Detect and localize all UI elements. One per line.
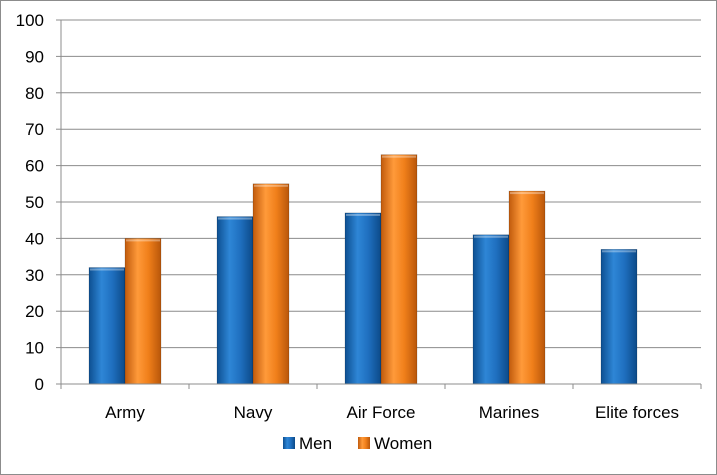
legend: Men Women — [283, 434, 432, 453]
bar-men-navy — [216, 216, 254, 385]
bar-men-air-force — [344, 212, 382, 385]
bar-women-army — [124, 238, 162, 385]
bars — [88, 154, 638, 385]
bar-highlight — [602, 250, 636, 253]
bar-highlight — [254, 184, 288, 187]
bar-women-marines — [508, 190, 546, 385]
legend-label-women: Women — [374, 434, 432, 453]
y-tick-label: 80 — [25, 84, 44, 103]
bar-highlight — [346, 213, 380, 216]
bar-highlight — [474, 235, 508, 238]
x-category-label: Navy — [234, 403, 273, 422]
legend-swatch-men — [283, 437, 295, 449]
y-tick-label: 90 — [25, 47, 44, 66]
bar-highlight — [90, 268, 124, 271]
x-category-label: Air Force — [347, 403, 416, 422]
bar-women-navy — [252, 183, 290, 385]
x-category-label: Elite forces — [595, 403, 679, 422]
bar-men-elite-forces — [600, 249, 638, 385]
y-tick-label: 60 — [25, 157, 44, 176]
bar-highlight — [382, 155, 416, 158]
y-tick-label: 10 — [25, 339, 44, 358]
axes — [56, 19, 702, 389]
y-axis-tick-labels: 0 10 20 30 40 50 60 70 80 90 100 — [16, 11, 44, 394]
bar-highlight — [218, 217, 252, 220]
x-axis-category-labels: Army Navy Air Force Marines Elite forces — [105, 403, 679, 422]
bar-women-air-force — [380, 154, 418, 385]
y-tick-label: 100 — [16, 11, 44, 30]
y-tick-label: 30 — [25, 266, 44, 285]
bar-highlight — [510, 192, 544, 195]
x-category-label: Marines — [479, 403, 539, 422]
y-tick-label: 0 — [35, 375, 44, 394]
legend-swatch-women — [358, 437, 370, 449]
bar-men-army — [88, 267, 126, 385]
y-tick-label: 20 — [25, 302, 44, 321]
x-category-label: Army — [105, 403, 145, 422]
bar-highlight — [126, 239, 160, 242]
y-tick-label: 40 — [25, 229, 44, 248]
legend-label-men: Men — [299, 434, 332, 453]
y-tick-label: 70 — [25, 120, 44, 139]
y-tick-label: 50 — [25, 193, 44, 212]
bar-men-marines — [472, 234, 510, 385]
